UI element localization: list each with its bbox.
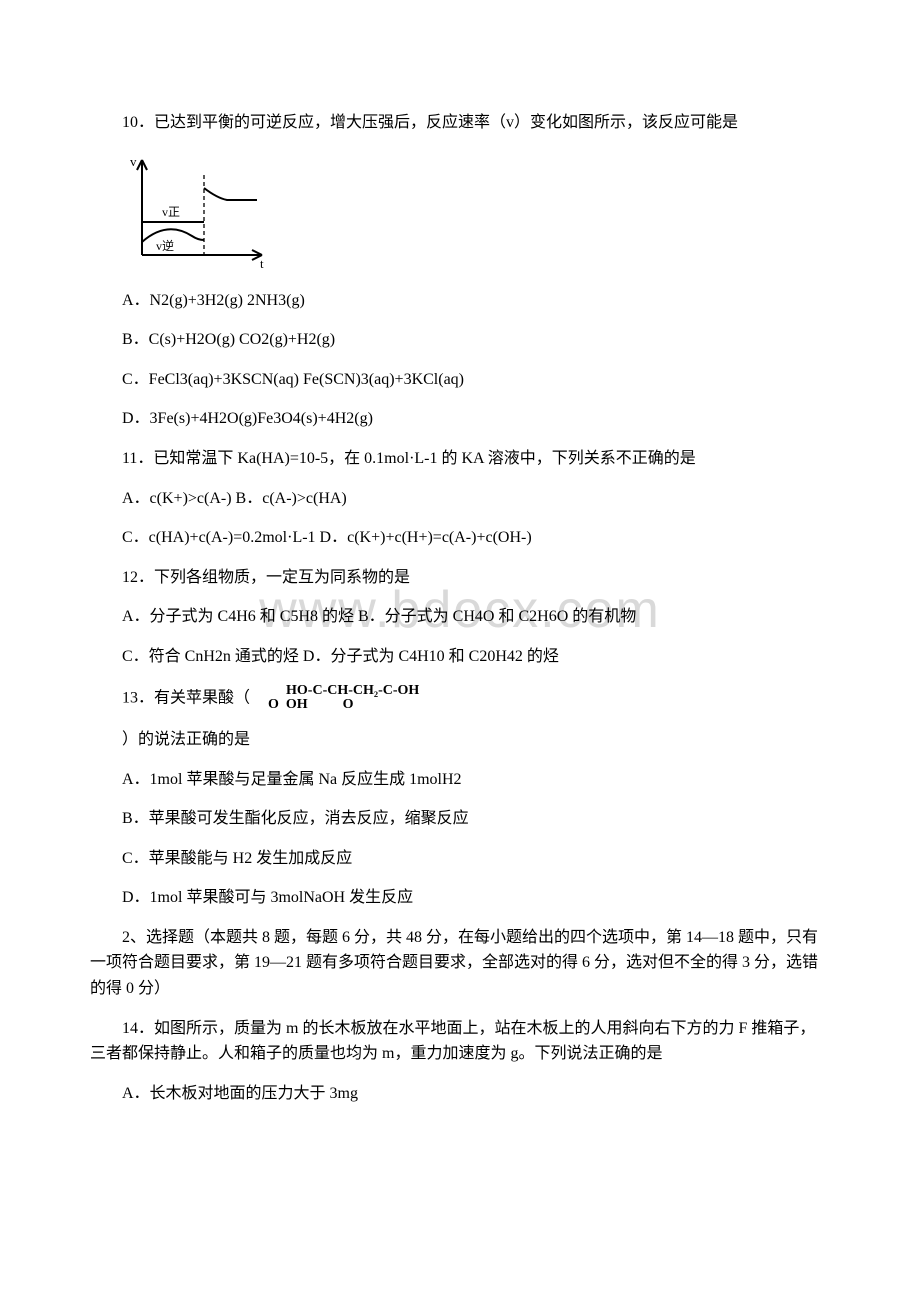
- axis-x-label: t: [260, 256, 264, 271]
- q10-option-c: C．FeCl3(aq)+3KSCN(aq) Fe(SCN)3(aq)+3KCl(…: [90, 367, 830, 393]
- document-content: 10．已达到平衡的可逆反应，增大压强后，反应速率（v）变化如图所示，该反应可能是: [90, 110, 830, 1106]
- q13-option-b: B．苹果酸可发生酯化反应，消去反应，缩聚反应: [90, 806, 830, 832]
- q13-stem-line2: ）的说法正确的是: [90, 727, 830, 753]
- q13-stem-prefix: 13．有关苹果酸（: [122, 689, 250, 706]
- q13-structure-line2: O OH O: [254, 697, 354, 712]
- q10-option-a: A．N2(g)+3H2(g) 2NH3(g): [90, 288, 830, 314]
- section2-header: 2、选择题（本题共 8 题，每题 6 分，共 48 分，在每小题给出的四个选项中…: [90, 925, 830, 1002]
- axis-y-label: v: [130, 154, 137, 169]
- q11-option-ab: A．c(K+)>c(A-) B．c(A-)>c(HA): [90, 486, 830, 512]
- q11-stem: 11．已知常温下 Ka(HA)=10-5，在 0.1mol·L-1 的 KA 溶…: [90, 446, 830, 472]
- q12-stem: 12．下列各组物质，一定互为同系物的是: [90, 565, 830, 591]
- q13-option-c: C．苹果酸能与 H2 发生加成反应: [90, 846, 830, 872]
- q13-option-d: D．1mol 苹果酸可与 3molNaOH 发生反应: [90, 885, 830, 911]
- q10-stem: 10．已达到平衡的可逆反应，增大压强后，反应速率（v）变化如图所示，该反应可能是: [90, 110, 830, 136]
- q10-graph: v t v正 v逆: [122, 150, 272, 274]
- q12-option-ab: A．分子式为 C4H6 和 C5H8 的烃 B．分子式为 CH4O 和 C2H6…: [90, 604, 830, 630]
- q10-option-d: D．3Fe(s)+4H2O(g)Fe3O4(s)+4H2(g): [90, 406, 830, 432]
- q13-structure-line1: HO-C-CH-CH₂-C-OH: [286, 683, 419, 698]
- q14-option-a: A．长木板对地面的压力大于 3mg: [90, 1081, 830, 1107]
- q12-option-cd: C．符合 CnH2n 通式的烃 D．分子式为 C4H10 和 C20H42 的烃: [90, 644, 830, 670]
- curve-upper-label: v正: [162, 205, 180, 219]
- q14-stem: 14．如图所示，质量为 m 的长木板放在水平地面上，站在木板上的人用斜向右下方的…: [90, 1016, 830, 1067]
- q11-option-cd: C．c(HA)+c(A-)=0.2mol·L-1 D．c(K+)+c(H+)=c…: [90, 525, 830, 551]
- q13-stem-line1: 13．有关苹果酸（ HO-C-CH-CH₂-C-OH O OH O: [90, 684, 830, 713]
- q13-option-a: A．1mol 苹果酸与足量金属 Na 反应生成 1molH2: [90, 767, 830, 793]
- q10-option-b: B．C(s)+H2O(g) CO2(g)+H2(g): [90, 327, 830, 353]
- q13-structure: HO-C-CH-CH₂-C-OH O OH O: [254, 684, 419, 713]
- curve-lower-label: v逆: [156, 238, 174, 253]
